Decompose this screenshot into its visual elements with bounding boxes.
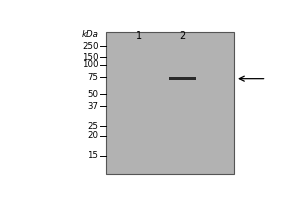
Text: 37: 37 xyxy=(87,102,98,111)
Text: 50: 50 xyxy=(87,90,98,99)
Text: 20: 20 xyxy=(87,131,98,140)
Text: 150: 150 xyxy=(82,53,98,62)
Text: 75: 75 xyxy=(87,73,98,82)
Text: 15: 15 xyxy=(87,151,98,160)
Text: 100: 100 xyxy=(82,60,98,69)
Bar xyxy=(106,32,234,174)
Text: kDa: kDa xyxy=(82,30,98,39)
Text: 25: 25 xyxy=(87,122,98,131)
Text: 2: 2 xyxy=(180,31,186,41)
Text: 250: 250 xyxy=(82,42,98,51)
Text: 1: 1 xyxy=(136,31,142,41)
Bar xyxy=(169,77,196,80)
